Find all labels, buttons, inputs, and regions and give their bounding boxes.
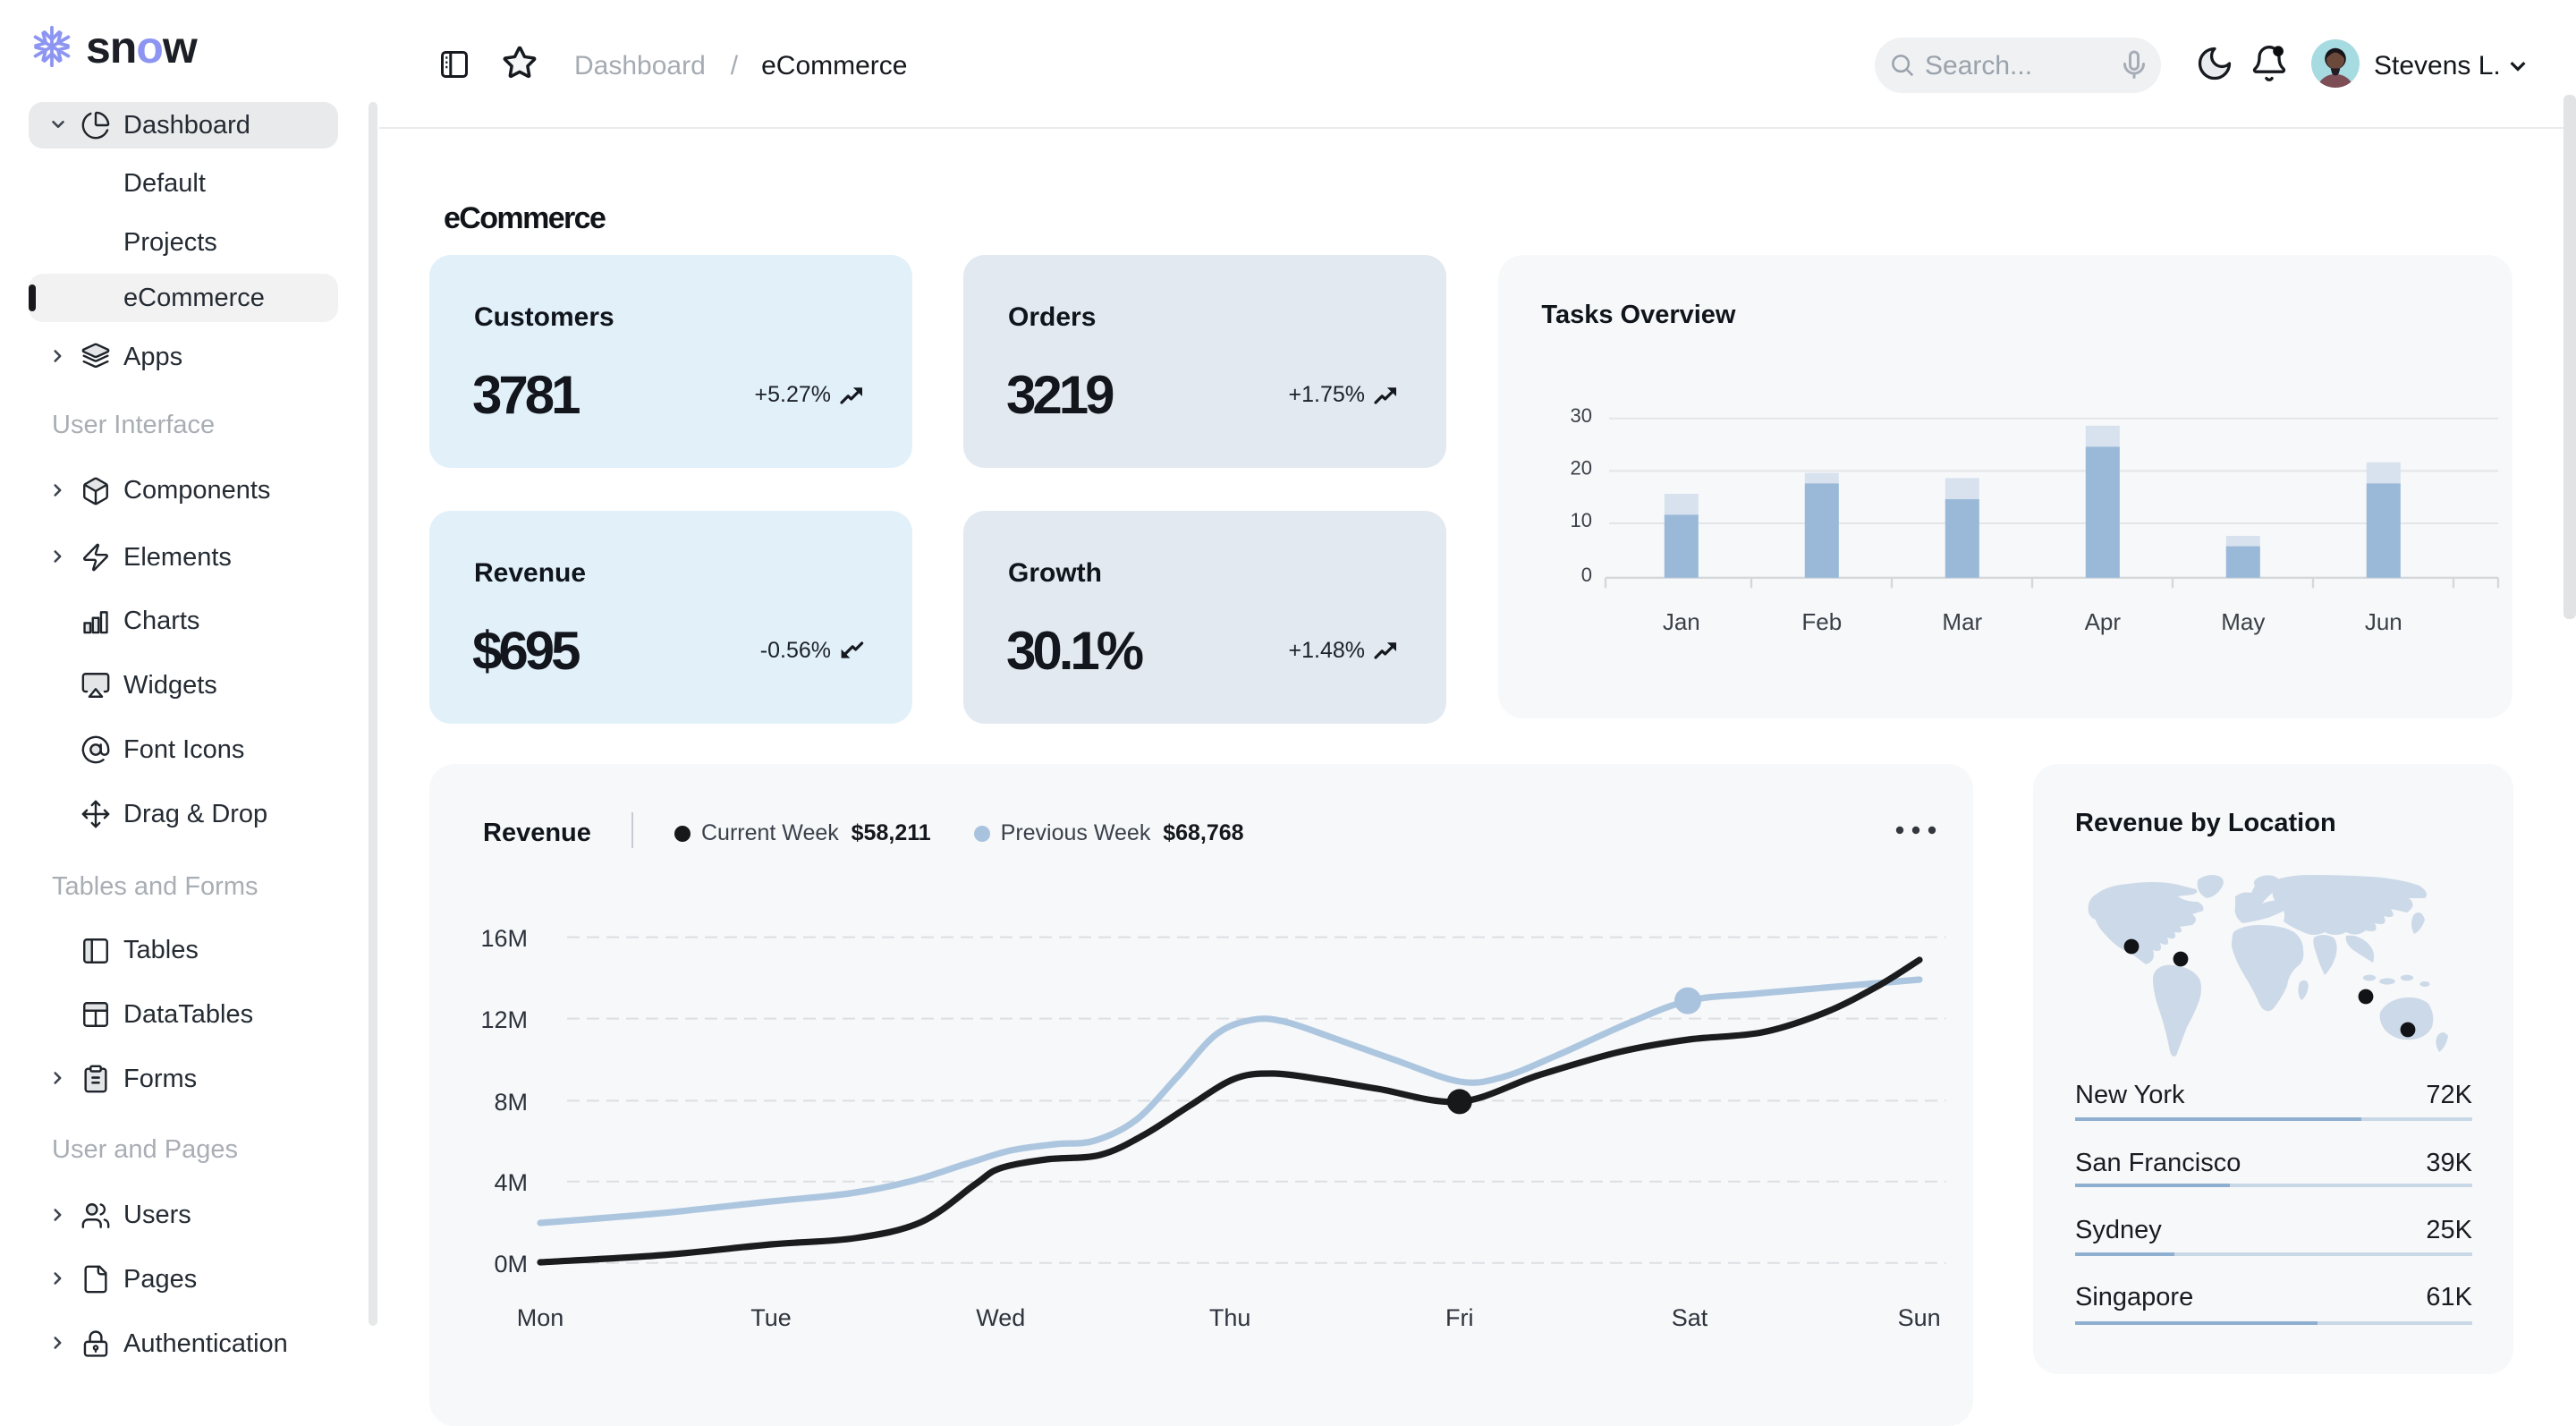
svg-text:8M: 8M bbox=[494, 1089, 528, 1116]
svg-text:Tue: Tue bbox=[750, 1304, 792, 1331]
svg-text:Apr: Apr bbox=[2085, 608, 2122, 635]
svg-text:Fri: Fri bbox=[1445, 1304, 1473, 1331]
svg-text:Sat: Sat bbox=[1672, 1304, 1708, 1331]
svg-text:16M: 16M bbox=[480, 925, 528, 952]
svg-text:20: 20 bbox=[1571, 456, 1592, 479]
svg-text:0M: 0M bbox=[494, 1251, 528, 1277]
svg-text:Jan: Jan bbox=[1663, 608, 1700, 635]
svg-text:Jun: Jun bbox=[2365, 608, 2402, 635]
svg-text:10: 10 bbox=[1571, 509, 1592, 531]
svg-text:Thu: Thu bbox=[1209, 1304, 1251, 1331]
svg-text:30: 30 bbox=[1571, 404, 1592, 427]
svg-text:Feb: Feb bbox=[1802, 608, 1843, 635]
svg-text:4M: 4M bbox=[494, 1169, 528, 1196]
svg-text:Wed: Wed bbox=[976, 1304, 1025, 1331]
svg-text:May: May bbox=[2222, 608, 2266, 635]
svg-text:12M: 12M bbox=[480, 1006, 528, 1033]
svg-text:Sun: Sun bbox=[1898, 1304, 1941, 1331]
svg-text:0: 0 bbox=[1581, 564, 1592, 586]
svg-text:Mon: Mon bbox=[517, 1304, 564, 1331]
svg-text:Mar: Mar bbox=[1943, 608, 1983, 635]
